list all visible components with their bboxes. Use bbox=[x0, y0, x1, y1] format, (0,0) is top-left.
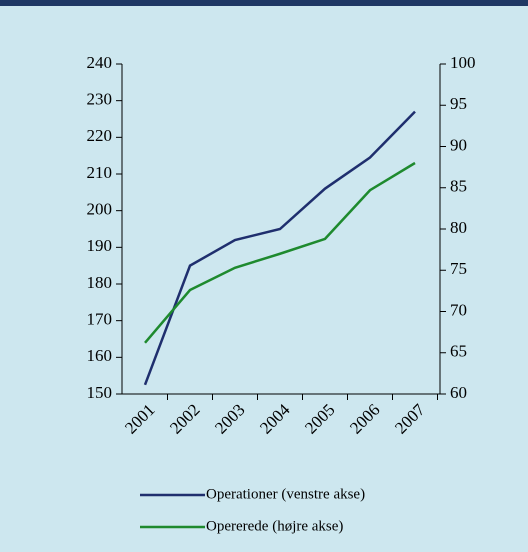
y2-tick-label: 65 bbox=[450, 342, 467, 361]
y2-tick-label: 95 bbox=[450, 94, 467, 113]
series-line bbox=[143, 110, 416, 386]
y-tick-label: 190 bbox=[87, 236, 113, 255]
y-tick-label: 180 bbox=[87, 273, 113, 292]
y-tick-label: 160 bbox=[87, 346, 113, 365]
y2-tick-label: 80 bbox=[450, 218, 467, 237]
y-tick-label: 150 bbox=[87, 383, 113, 402]
y-tick-label: 170 bbox=[87, 310, 113, 329]
y2-tick-label: 60 bbox=[450, 383, 467, 402]
y-tick-label: 230 bbox=[87, 90, 113, 109]
y-tick-label: 240 bbox=[87, 53, 113, 72]
header-strip bbox=[0, 0, 528, 6]
y2-tick-label: 85 bbox=[450, 177, 467, 196]
y-tick-label: 200 bbox=[87, 200, 113, 219]
legend-label: Operationer (venstre akse) bbox=[206, 486, 365, 502]
y2-tick-label: 90 bbox=[450, 135, 467, 154]
y2-tick-label: 70 bbox=[450, 300, 467, 319]
legend-label: Opererede (højre akse) bbox=[206, 518, 343, 534]
y-tick-label: 220 bbox=[87, 126, 113, 145]
y-tick-label: 210 bbox=[87, 163, 113, 182]
y2-tick-label: 100 bbox=[450, 53, 476, 72]
y2-tick-label: 75 bbox=[450, 259, 467, 278]
series-line bbox=[144, 161, 416, 344]
